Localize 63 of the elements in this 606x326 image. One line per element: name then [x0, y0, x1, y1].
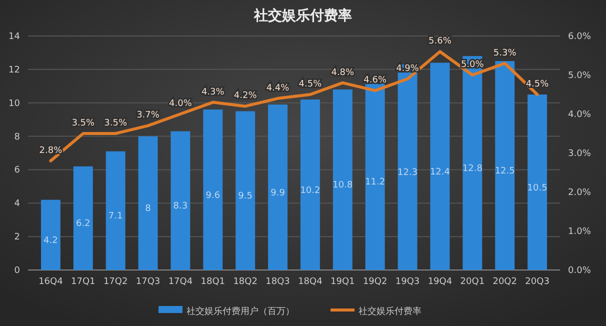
y2-tick-label: 3.0% [568, 149, 592, 159]
x-tick-label: 18Q4 [298, 277, 323, 287]
x-tick-label: 20Q2 [492, 277, 517, 287]
x-tick-label: 17Q2 [103, 277, 128, 287]
data-label: 9.6 [206, 190, 220, 201]
chart-title: 社交娱乐付费率 [253, 7, 352, 24]
x-tick-label: 19Q3 [395, 277, 420, 287]
data-label: 3.7% [136, 110, 160, 121]
y2-tick-label: 2.0% [568, 188, 592, 198]
x-tick-label: 18Q1 [200, 277, 226, 287]
data-label: 10.5 [527, 183, 548, 194]
data-label: 6.2 [76, 219, 90, 230]
x-tick-label: 19Q2 [362, 277, 388, 287]
data-label: 12.3 [398, 168, 418, 178]
y-tick-label: 12 [8, 65, 20, 76]
x-tick-label: 18Q2 [233, 277, 258, 287]
x-tick-label: 20Q3 [525, 277, 550, 287]
data-label: 3.5% [72, 118, 96, 128]
x-tick-label: 19Q4 [428, 277, 452, 287]
data-label: 10.2 [300, 186, 320, 196]
data-label: 4.5% [298, 80, 322, 90]
data-label: 4.3% [201, 87, 225, 98]
data-label: 4.2 [44, 236, 58, 246]
x-tick-label: 18Q3 [266, 277, 290, 287]
y-tick-label: 6 [14, 166, 20, 176]
x-tick-label: 17Q1 [71, 277, 96, 287]
data-label: 10.8 [332, 180, 353, 191]
y2-tick-label: 1.0% [568, 227, 592, 237]
x-tick-label: 17Q3 [136, 277, 160, 287]
data-label: 5.6% [428, 36, 452, 47]
y2-tick-label: 6.0% [568, 32, 592, 42]
y2-tick-label: 0.0% [568, 266, 592, 276]
y-tick-label: 0 [14, 266, 20, 276]
data-label: 12.5 [494, 166, 515, 177]
y-tick-label: 8 [14, 132, 20, 142]
x-tick-label: 19Q1 [330, 277, 355, 287]
data-label: 12.8 [462, 164, 483, 174]
x-tick-label: 20Q1 [460, 277, 485, 287]
y-tick-label: 4 [14, 199, 20, 210]
legend-label: 社交娱乐付费用户（百万） [186, 306, 294, 317]
data-label: 4.2% [234, 91, 258, 102]
y2-tick-label: 4.0% [568, 110, 592, 120]
y-tick-label: 2 [14, 232, 20, 243]
data-label: 7.1 [108, 212, 123, 222]
data-label: 3.5% [104, 118, 128, 128]
y-tick-label: 14 [8, 32, 20, 42]
data-label: 8.3 [173, 202, 188, 212]
data-label: 11.2 [365, 177, 386, 188]
data-label: 2.8% [39, 146, 63, 156]
data-label: 12.4 [430, 167, 450, 178]
data-label: 4.0% [169, 99, 192, 109]
data-label: 5.3% [493, 48, 517, 58]
x-tick-label: 16Q4 [38, 277, 64, 287]
data-label: 4.8% [331, 68, 355, 78]
y-tick-label: 10 [8, 98, 20, 109]
data-label: 4.4% [266, 83, 290, 94]
data-label: 8 [145, 204, 152, 214]
data-label: 4.6% [364, 76, 387, 86]
data-label: 9.5 [238, 192, 253, 202]
x-tick-label: 17Q4 [168, 277, 193, 287]
y2-tick-label: 5.0% [568, 71, 592, 81]
legend-label: 社交娱乐付费率 [358, 306, 422, 317]
data-label: 9.9 [270, 188, 286, 198]
